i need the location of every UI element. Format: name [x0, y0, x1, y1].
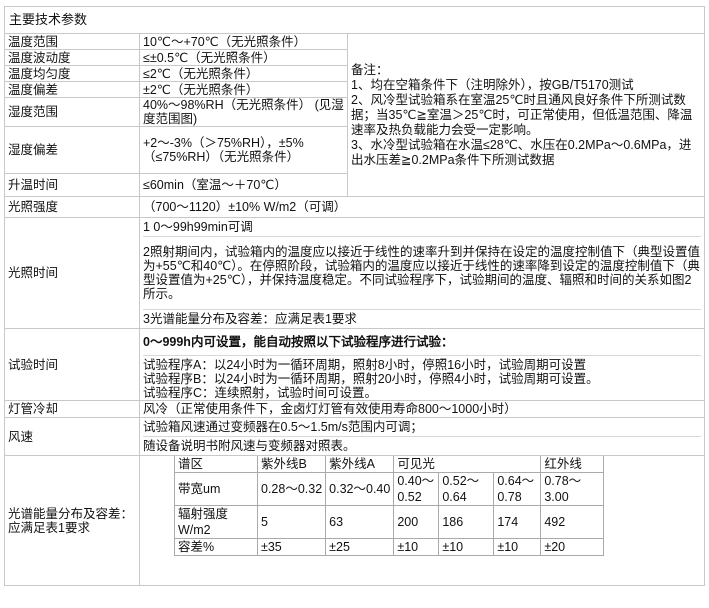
- spectrum-cell: ±35: [257, 538, 327, 556]
- spectrum-cell: 谱区 紫外线B 紫外线A 可见光 红外线 带宽um 0.28～0.32 0.32…: [139, 455, 705, 586]
- spectrum-header-row: 谱区 紫外线B 紫外线A 可见光 红外线: [174, 456, 605, 473]
- spectrum-cell: 5: [257, 505, 327, 539]
- table-row: 光照时间 1 0～99h99min可调 2照射期间内，试验箱内的温度应以接近于线…: [4, 217, 705, 329]
- row-label: 温度偏差: [4, 81, 140, 98]
- spectrum-cell: ±20: [540, 538, 605, 556]
- spectrum-cell: 带宽um: [174, 472, 258, 506]
- row-value: （700～1120）±10% W/m2（可调）: [139, 196, 705, 218]
- note-item: 2、风冷型试验箱系在室温25℃时且通风良好条件下所测试数据；当35℃≧室温＞25…: [351, 92, 693, 137]
- spectrum-cell: 63: [325, 505, 395, 539]
- wind-item: 试验箱风速通过变频器在0.5～1.5m/s范围内可调；: [143, 418, 701, 437]
- spectrum-cell: 可见光: [393, 456, 542, 473]
- table-row: 温度偏差 ±2℃（无光照条件）: [4, 81, 705, 98]
- light-time-cell: 1 0～99h99min可调 2照射期间内，试验箱内的温度应以接近于线性的速率升…: [139, 217, 705, 329]
- row-label: 灯管冷却: [4, 400, 140, 418]
- parameters-table: 温度范围 10℃～+70℃（无光照条件） 备注： 1、均在空箱条件下（注明除外）…: [4, 33, 705, 586]
- spectrum-cell: 红外线: [540, 456, 605, 473]
- spectrum-cell: 0.32～0.40: [325, 472, 395, 506]
- spectrum-cell: 492: [540, 505, 605, 539]
- row-label: 光谱能量分布及容差：应满足表1要求: [4, 455, 140, 586]
- table-row: 光照强度 （700～1120）±10% W/m2（可调）: [4, 196, 705, 218]
- test-time-headline: 0～999h内可设置，能自动按照以下试验程序进行试验：: [143, 329, 701, 356]
- row-value: ≤60min（室温～＋70℃）: [139, 173, 348, 197]
- table-row: 光谱能量分布及容差：应满足表1要求 谱区 紫外线B 紫外线A 可见光 红外线 带…: [4, 455, 705, 586]
- wind-cell: 试验箱风速通过变频器在0.5～1.5m/s范围内可调； 随设备说明书附风速与变频…: [139, 417, 705, 456]
- row-label: 升温时间: [4, 173, 140, 197]
- note-item: 1、均在空箱条件下（注明除外），按GB/T5170测试: [351, 77, 634, 92]
- table-row: 温度范围 10℃～+70℃（无光照条件） 备注： 1、均在空箱条件下（注明除外）…: [4, 33, 705, 197]
- row-value: +2～-3%（＞75%RH），±5%（≤75%RH）（无光照条件）: [139, 126, 348, 174]
- spec-document: 主要技术参数 温度范围 10℃～+70℃（无光照条件） 备注： 1、均在空箱条件…: [4, 6, 705, 586]
- spectrum-cell: 186: [438, 505, 495, 539]
- note-item: 3、水冷型试验箱在水温≤28℃、水压在0.2MPa～0.6MPa，进出水压差≧0…: [351, 137, 692, 167]
- light-time-item: 3光谱能量分布及容差：应满足表1要求: [143, 312, 357, 326]
- spectrum-cell: ±10: [493, 538, 542, 556]
- row-label: 湿度偏差: [4, 126, 140, 174]
- row-value: 风冷（正常使用条件下，金卤灯灯管有效使用寿命800～1000小时）: [139, 400, 705, 418]
- spectrum-cell: 辐射强度W/m2: [174, 505, 258, 539]
- notes-heading: 备注：: [351, 62, 389, 77]
- table-row: 灯管冷却 风冷（正常使用条件下，金卤灯灯管有效使用寿命800～1000小时）: [4, 400, 705, 418]
- row-label: 湿度范围: [4, 97, 140, 127]
- light-time-item: 1 0～99h99min可调: [143, 218, 701, 237]
- spectrum-cell: 紫外线B: [257, 456, 327, 473]
- table-row: 升温时间 ≤60min（室温～＋70℃）: [4, 173, 705, 197]
- row-label: 光照时间: [4, 217, 140, 329]
- spectrum-cell: 0.28～0.32: [257, 472, 327, 506]
- spectrum-cell: 容差%: [174, 538, 258, 556]
- spectrum-cell: 0.78～3.00: [540, 472, 605, 506]
- spectrum-cell: ±25: [325, 538, 395, 556]
- row-label: 光照强度: [4, 196, 140, 218]
- spectrum-cell: 174: [493, 505, 542, 539]
- row-value: 40%～98%RH（无光照条件） (见湿度范围图): [139, 97, 348, 127]
- test-program: 试验程序C：连续照射，试验时间可设置。: [143, 386, 378, 400]
- spectrum-table: 谱区 紫外线B 紫外线A 可见光 红外线 带宽um 0.28～0.32 0.32…: [174, 456, 605, 556]
- spectrum-cell: 紫外线A: [325, 456, 395, 473]
- row-value: ≤2℃（无光照条件）: [139, 65, 348, 82]
- spectrum-cell: 0.52～0.64: [438, 472, 495, 506]
- row-value: ≤±0.5℃（无光照条件）: [139, 49, 348, 66]
- table-row: 风速 试验箱风速通过变频器在0.5～1.5m/s范围内可调； 随设备说明书附风速…: [4, 417, 705, 456]
- wind-item: 随设备说明书附风速与变频器对照表。: [143, 439, 356, 453]
- spectrum-irradiance-row: 辐射强度W/m2 5 63 200 186 174 492: [174, 505, 605, 539]
- spectrum-tolerance-row: 容差% ±35 ±25 ±10 ±10 ±10 ±20: [174, 538, 605, 556]
- row-label: 温度波动度: [4, 49, 140, 66]
- spectrum-bandwidth-row: 带宽um 0.28～0.32 0.32～0.40 0.40～0.52 0.52～…: [174, 472, 605, 506]
- spectrum-cell: 200: [393, 505, 440, 539]
- row-label: 风速: [4, 417, 140, 456]
- test-program: 试验程序B：以24小时为一循环周期，照射20小时，停照4小时，试验周期可设置。: [143, 372, 599, 386]
- light-time-item: 2照射期间内，试验箱内的温度应以接近于线性的速率升到并保持在设定的温度控制值下（…: [143, 237, 701, 310]
- page-title: 主要技术参数: [4, 6, 705, 33]
- spectrum-cell: ±10: [438, 538, 495, 556]
- spectrum-cell: 谱区: [174, 456, 258, 473]
- spectrum-cell: 0.40～0.52: [393, 472, 440, 506]
- table-row: 湿度偏差 +2～-3%（＞75%RH），±5%（≤75%RH）（无光照条件）: [4, 126, 705, 174]
- test-program: 试验程序A：以24小时为一循环周期，照射8小时，停照16小时，试验周期可设置: [143, 358, 587, 372]
- row-value: ±2℃（无光照条件）: [139, 81, 348, 98]
- row-label: 试验时间: [4, 328, 140, 401]
- test-time-cell: 0～999h内可设置，能自动按照以下试验程序进行试验： 试验程序A：以24小时为…: [139, 328, 705, 401]
- row-label: 温度均匀度: [4, 65, 140, 82]
- row-value: 10℃～+70℃（无光照条件）: [139, 33, 348, 50]
- row-label: 温度范围: [4, 33, 140, 50]
- spectrum-cell: ±10: [393, 538, 440, 556]
- notes-cell: 备注： 1、均在空箱条件下（注明除外），按GB/T5170测试 2、风冷型试验箱…: [347, 33, 705, 197]
- table-row: 试验时间 0～999h内可设置，能自动按照以下试验程序进行试验： 试验程序A：以…: [4, 328, 705, 401]
- spectrum-cell: 0.64～0.78: [493, 472, 542, 506]
